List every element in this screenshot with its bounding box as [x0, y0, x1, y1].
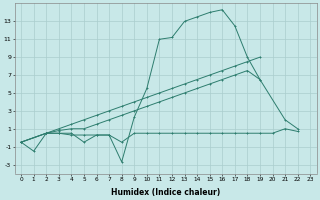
X-axis label: Humidex (Indice chaleur): Humidex (Indice chaleur): [111, 188, 220, 197]
